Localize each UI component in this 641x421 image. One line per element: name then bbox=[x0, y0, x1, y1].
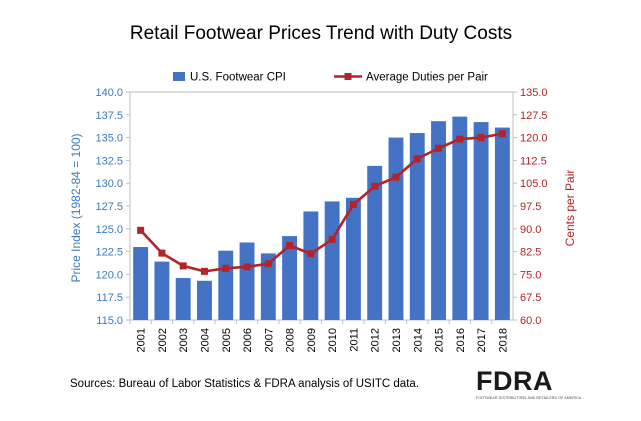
legend-marker-duties bbox=[344, 73, 352, 80]
x-tick-label: 2014 bbox=[412, 328, 424, 352]
duties-line bbox=[139, 132, 503, 273]
duties-point-2001 bbox=[137, 226, 145, 234]
duties-point-2007 bbox=[264, 260, 272, 268]
source-note: Sources: Bureau of Labor Statistics & FD… bbox=[70, 378, 419, 390]
y-tick-label-right: 127.5 bbox=[520, 110, 548, 122]
y-tick-label-left: 130.0 bbox=[95, 178, 123, 190]
fdra-logo: FDRA FOOTWEAR DISTRIBUTORS AND RETAILERS… bbox=[476, 366, 582, 401]
bar-2009 bbox=[303, 211, 319, 320]
logo-tagline: FOOTWEAR DISTRIBUTORS AND RETAILERS OF A… bbox=[476, 396, 582, 400]
x-tick-label: 2008 bbox=[285, 328, 297, 352]
y-tick-label-left: 125.0 bbox=[95, 224, 123, 236]
duties-point-2010 bbox=[328, 235, 336, 243]
bar-2007 bbox=[260, 253, 276, 320]
logo-wordmark: FDRA bbox=[476, 366, 553, 396]
y-tick-label-right: 120.0 bbox=[520, 133, 548, 145]
legend-label-cpi: U.S. Footwear CPI bbox=[190, 72, 286, 84]
bar-2004 bbox=[197, 280, 212, 320]
y-tick-label-left: 132.5 bbox=[95, 155, 123, 167]
bar-2005 bbox=[218, 250, 234, 320]
y-tick-label-right: 82.5 bbox=[520, 247, 541, 259]
y-tick-label-left: 135.0 bbox=[95, 133, 123, 145]
plot-area: 115.0 117.5 120.0 122.5 125.0 127.5 130.0 132.5… bbox=[95, 87, 547, 352]
x-tick-label: 2003 bbox=[178, 328, 190, 352]
x-tick-label: 2005 bbox=[221, 328, 233, 352]
y-tick-label-right: 135.0 bbox=[520, 87, 548, 99]
x-tick-label: 2017 bbox=[476, 328, 488, 352]
duties-point-2002 bbox=[158, 249, 166, 257]
bar-2001 bbox=[133, 247, 149, 320]
y-tick-label-right: 60.0 bbox=[520, 315, 541, 327]
bar-2008 bbox=[282, 236, 298, 320]
y-tick-label-left: 115.0 bbox=[96, 315, 123, 327]
x-tick-label: 2018 bbox=[497, 328, 509, 352]
bar-2002 bbox=[154, 261, 170, 320]
x-tick-label: 2010 bbox=[327, 328, 339, 352]
x-tick-label: 2016 bbox=[455, 328, 467, 352]
bar-2013 bbox=[388, 137, 404, 320]
duties-point-2009 bbox=[307, 250, 315, 258]
bar-2011 bbox=[345, 197, 361, 320]
duties-point-2006 bbox=[243, 263, 251, 271]
duties-point-2012 bbox=[371, 182, 379, 190]
x-tick-label: 2011 bbox=[348, 328, 360, 352]
x-tick-label: 2013 bbox=[391, 328, 403, 352]
bar-2003 bbox=[175, 278, 191, 320]
duties-point-2013 bbox=[392, 173, 400, 181]
bar-2014 bbox=[409, 133, 425, 320]
duties-point-2014 bbox=[413, 155, 421, 163]
bar-2016 bbox=[452, 116, 468, 321]
y-tick-label-left: 117.5 bbox=[96, 292, 123, 304]
bar-2015 bbox=[431, 121, 446, 321]
duties-point-2003 bbox=[179, 262, 187, 270]
y-tick-label-right: 112.5 bbox=[520, 155, 547, 167]
x-tick-label: 2006 bbox=[242, 328, 254, 352]
legend-label-duties: Average Duties per Pair bbox=[366, 72, 488, 84]
duties-point-2008 bbox=[286, 242, 294, 250]
x-tick-label: 2009 bbox=[306, 328, 318, 352]
y-tick-label-right: 105.0 bbox=[520, 178, 548, 190]
chart-title: Retail Footwear Prices Trend with Duty C… bbox=[130, 23, 512, 44]
x-tick-label: 2007 bbox=[263, 328, 275, 352]
y-axis-label-left: Price Index (1982-84 = 100) bbox=[69, 133, 83, 282]
y-tick-label-left: 120.0 bbox=[95, 269, 123, 281]
bar-2010 bbox=[324, 201, 340, 320]
bar-2017 bbox=[473, 122, 489, 320]
bar-2006 bbox=[239, 242, 255, 320]
y-tick-label-right: 90.0 bbox=[520, 224, 541, 236]
legend-swatch-cpi bbox=[173, 72, 185, 81]
bar-2018 bbox=[494, 127, 510, 321]
bar-2012 bbox=[367, 165, 383, 320]
duties-point-2017 bbox=[477, 134, 485, 142]
y-tick-label-left: 127.5 bbox=[95, 201, 123, 213]
y-axis-label-right: Cents per Pair bbox=[563, 170, 577, 247]
y-tick-label-left: 122.5 bbox=[95, 247, 123, 259]
y-tick-label-right: 75.0 bbox=[520, 269, 541, 281]
y-tick-label-left: 140.0 bbox=[95, 87, 123, 99]
y-tick-label-left: 137.5 bbox=[95, 110, 123, 122]
duties-point-2016 bbox=[456, 135, 464, 143]
y-tick-label-right: 67.5 bbox=[520, 292, 541, 304]
x-tick-label: 2004 bbox=[199, 328, 211, 352]
x-tick-label: 2015 bbox=[434, 328, 446, 352]
x-tick-label: 2012 bbox=[370, 328, 382, 352]
duties-point-2011 bbox=[349, 200, 357, 208]
duties-point-2018 bbox=[498, 130, 506, 138]
duties-point-2005 bbox=[222, 264, 230, 272]
x-tick-label: 2002 bbox=[157, 328, 169, 352]
x-tick-label: 2001 bbox=[136, 328, 148, 352]
y-tick-label-right: 97.5 bbox=[520, 201, 541, 213]
legend: U.S. Footwear CPI Average Duties per Pair bbox=[173, 72, 488, 84]
duties-point-2015 bbox=[435, 144, 443, 152]
duties-point-2004 bbox=[200, 267, 208, 275]
